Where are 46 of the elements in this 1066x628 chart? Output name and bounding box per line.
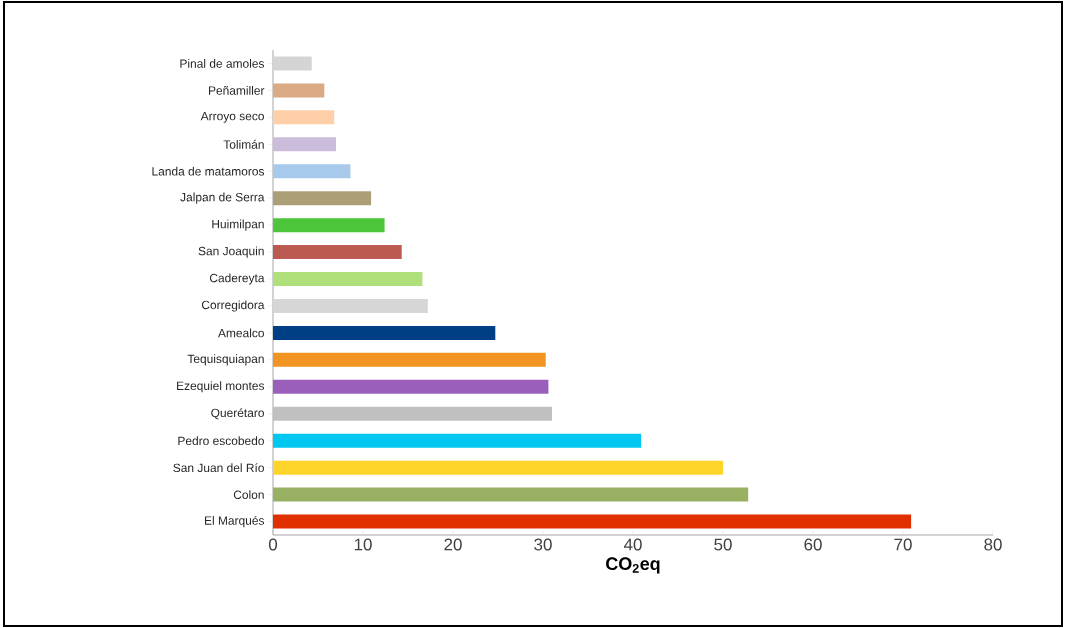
y-tick-label: El Marqués: [205, 515, 265, 528]
y-tick-label: San Juan del Río: [173, 463, 264, 473]
y-tick-label: Tequisquiapan: [187, 354, 264, 366]
bar: [273, 514, 912, 529]
y-tick-label: Peñamiller: [209, 86, 265, 95]
y-tick-label: Arroyo seco: [200, 112, 264, 123]
x-tick-label: 20: [444, 538, 462, 551]
y-tick-label: Amealco: [217, 328, 264, 338]
y-tick-label: Pinal de amoles: [180, 59, 265, 68]
y-tick-label: Querétaro: [211, 408, 264, 420]
x-tick-label: 70: [894, 538, 912, 551]
y-tick-label: San Joaquin: [198, 246, 264, 258]
bar: [273, 272, 423, 287]
x-tick-label: 80: [984, 538, 1002, 551]
bar: [273, 164, 351, 179]
bar: [273, 433, 642, 448]
y-tick-label: Jalpan de Serra: [180, 192, 265, 204]
y-tick-label: Ezequiel montes: [177, 381, 265, 393]
x-axis-title: CO$_{2}$eq: [606, 557, 660, 574]
bar: [273, 379, 549, 394]
x-tick-label: 10: [354, 538, 372, 551]
bar: [273, 110, 335, 125]
x-tick-label: 50: [714, 538, 732, 551]
bar: [273, 406, 553, 421]
bar: [273, 83, 325, 98]
bar: [273, 245, 402, 260]
bar: [273, 352, 546, 367]
y-tick-label: Colon: [233, 490, 264, 499]
y-tick-label: Corregidora: [201, 300, 265, 312]
bar: [273, 487, 749, 502]
bar: [273, 218, 385, 233]
x-tick-label: 30: [534, 538, 552, 551]
bar: [273, 56, 312, 71]
x-tick-label: 60: [804, 538, 822, 551]
y-tick-label: Huimilpan: [212, 219, 264, 231]
x-tick-label: 0: [268, 538, 278, 551]
y-tick-label: Landa de matamoros: [152, 166, 265, 176]
bar: [273, 325, 496, 340]
y-tick-label: Tolimán: [223, 139, 264, 149]
bar: [273, 298, 428, 313]
y-tick-label: Cadereyta: [209, 273, 265, 285]
x-tick-label: 40: [623, 538, 642, 551]
y-tick-label: Pedro escobedo: [178, 436, 264, 446]
bar: [273, 137, 337, 152]
bar: [273, 191, 372, 206]
bar: [273, 460, 724, 475]
